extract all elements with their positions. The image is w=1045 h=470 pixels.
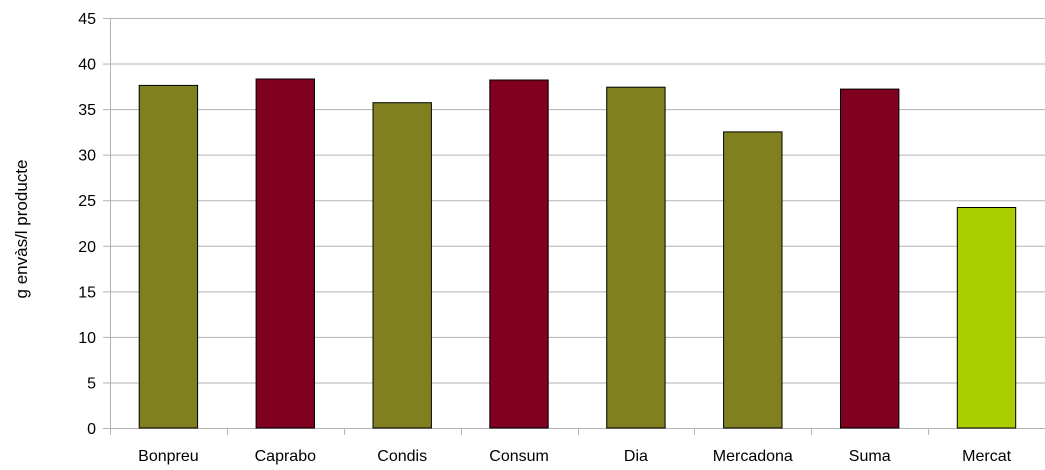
x-tick-label-mercadona: Mercadona (713, 448, 793, 465)
y-tick-label-25: 25 (78, 193, 96, 210)
x-tick-label-caprabo: Caprabo (255, 448, 316, 465)
bar-suma (840, 88, 900, 429)
y-tick-label-45: 45 (78, 11, 96, 28)
bar-condis (372, 102, 432, 429)
y-tick-label-0: 0 (87, 421, 96, 438)
bar-consum (489, 79, 549, 429)
x-tick-label-dia: Dia (624, 448, 648, 465)
x-tick-label-consum: Consum (489, 448, 549, 465)
y-tick-label-35: 35 (78, 102, 96, 119)
x-tick-label-suma: Suma (849, 448, 891, 465)
y-tick-label-15: 15 (78, 284, 96, 301)
y-tick-labels: 0 5 10 15 20 25 30 35 40 45 (78, 11, 96, 438)
y-tick-label-20: 20 (78, 239, 96, 256)
gridlines (110, 18, 1045, 384)
y-tick-label-40: 40 (78, 57, 96, 74)
bar-mercat (956, 207, 1017, 429)
y-tick-label-10: 10 (78, 330, 96, 347)
bar-dia (606, 86, 666, 429)
y-tick-label-30: 30 (78, 148, 96, 165)
axes (103, 18, 1045, 435)
y-tick-label-5: 5 (87, 375, 96, 392)
bar-bonpreu (138, 84, 199, 429)
y-axis-title: g envàs/l producte (12, 160, 31, 299)
x-tick-label-mercat: Mercat (962, 448, 1011, 465)
x-tick-label-condis: Condis (377, 448, 427, 465)
bar-caprabo (255, 78, 316, 429)
x-tick-label-bonpreu: Bonpreu (138, 448, 199, 465)
x-tick-labels: Bonpreu Caprabo Condis Consum Dia Mercadona Su… (138, 448, 1011, 465)
bars (138, 78, 1017, 429)
bar-mercadona (723, 131, 783, 429)
